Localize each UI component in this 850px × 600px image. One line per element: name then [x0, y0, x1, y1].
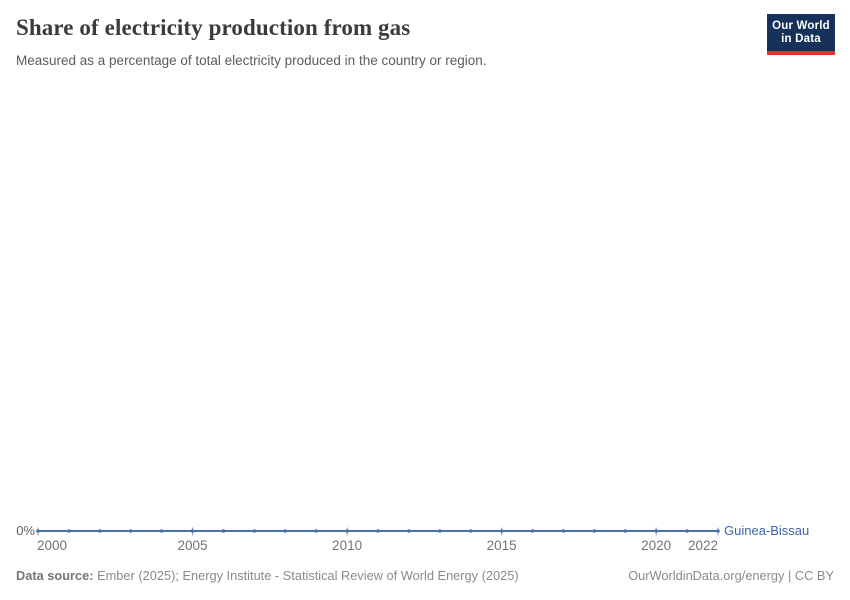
owid-logo-line1: Our World	[772, 19, 830, 32]
x-tick-label: 2015	[486, 538, 517, 553]
x-tick-label: 2022	[687, 538, 718, 553]
x-tick-label: 2010	[332, 538, 363, 553]
chart-subtitle: Measured as a percentage of total electr…	[16, 53, 487, 68]
owid-logo-line2: in Data	[781, 32, 821, 45]
x-tick-label: 2020	[641, 538, 672, 553]
chart-footer: Data source: Ember (2025); Energy Instit…	[16, 568, 834, 584]
data-source: Data source: Ember (2025); Energy Instit…	[16, 568, 519, 584]
x-tick-label: 2005	[177, 538, 208, 553]
entity-label[interactable]: Guinea-Bissau	[724, 523, 810, 538]
attribution-link[interactable]: OurWorldinData.org/energy | CC BY	[628, 568, 834, 583]
y-axis-zero-label: 0%	[16, 523, 35, 538]
data-source-text[interactable]: Ember (2025); Energy Institute - Statist…	[97, 568, 519, 583]
data-source-label: Data source:	[16, 568, 94, 583]
chart-title: Share of electricity production from gas	[16, 15, 411, 40]
owid-logo[interactable]: Our World in Data	[767, 14, 835, 55]
x-tick-label: 2000	[37, 538, 68, 553]
